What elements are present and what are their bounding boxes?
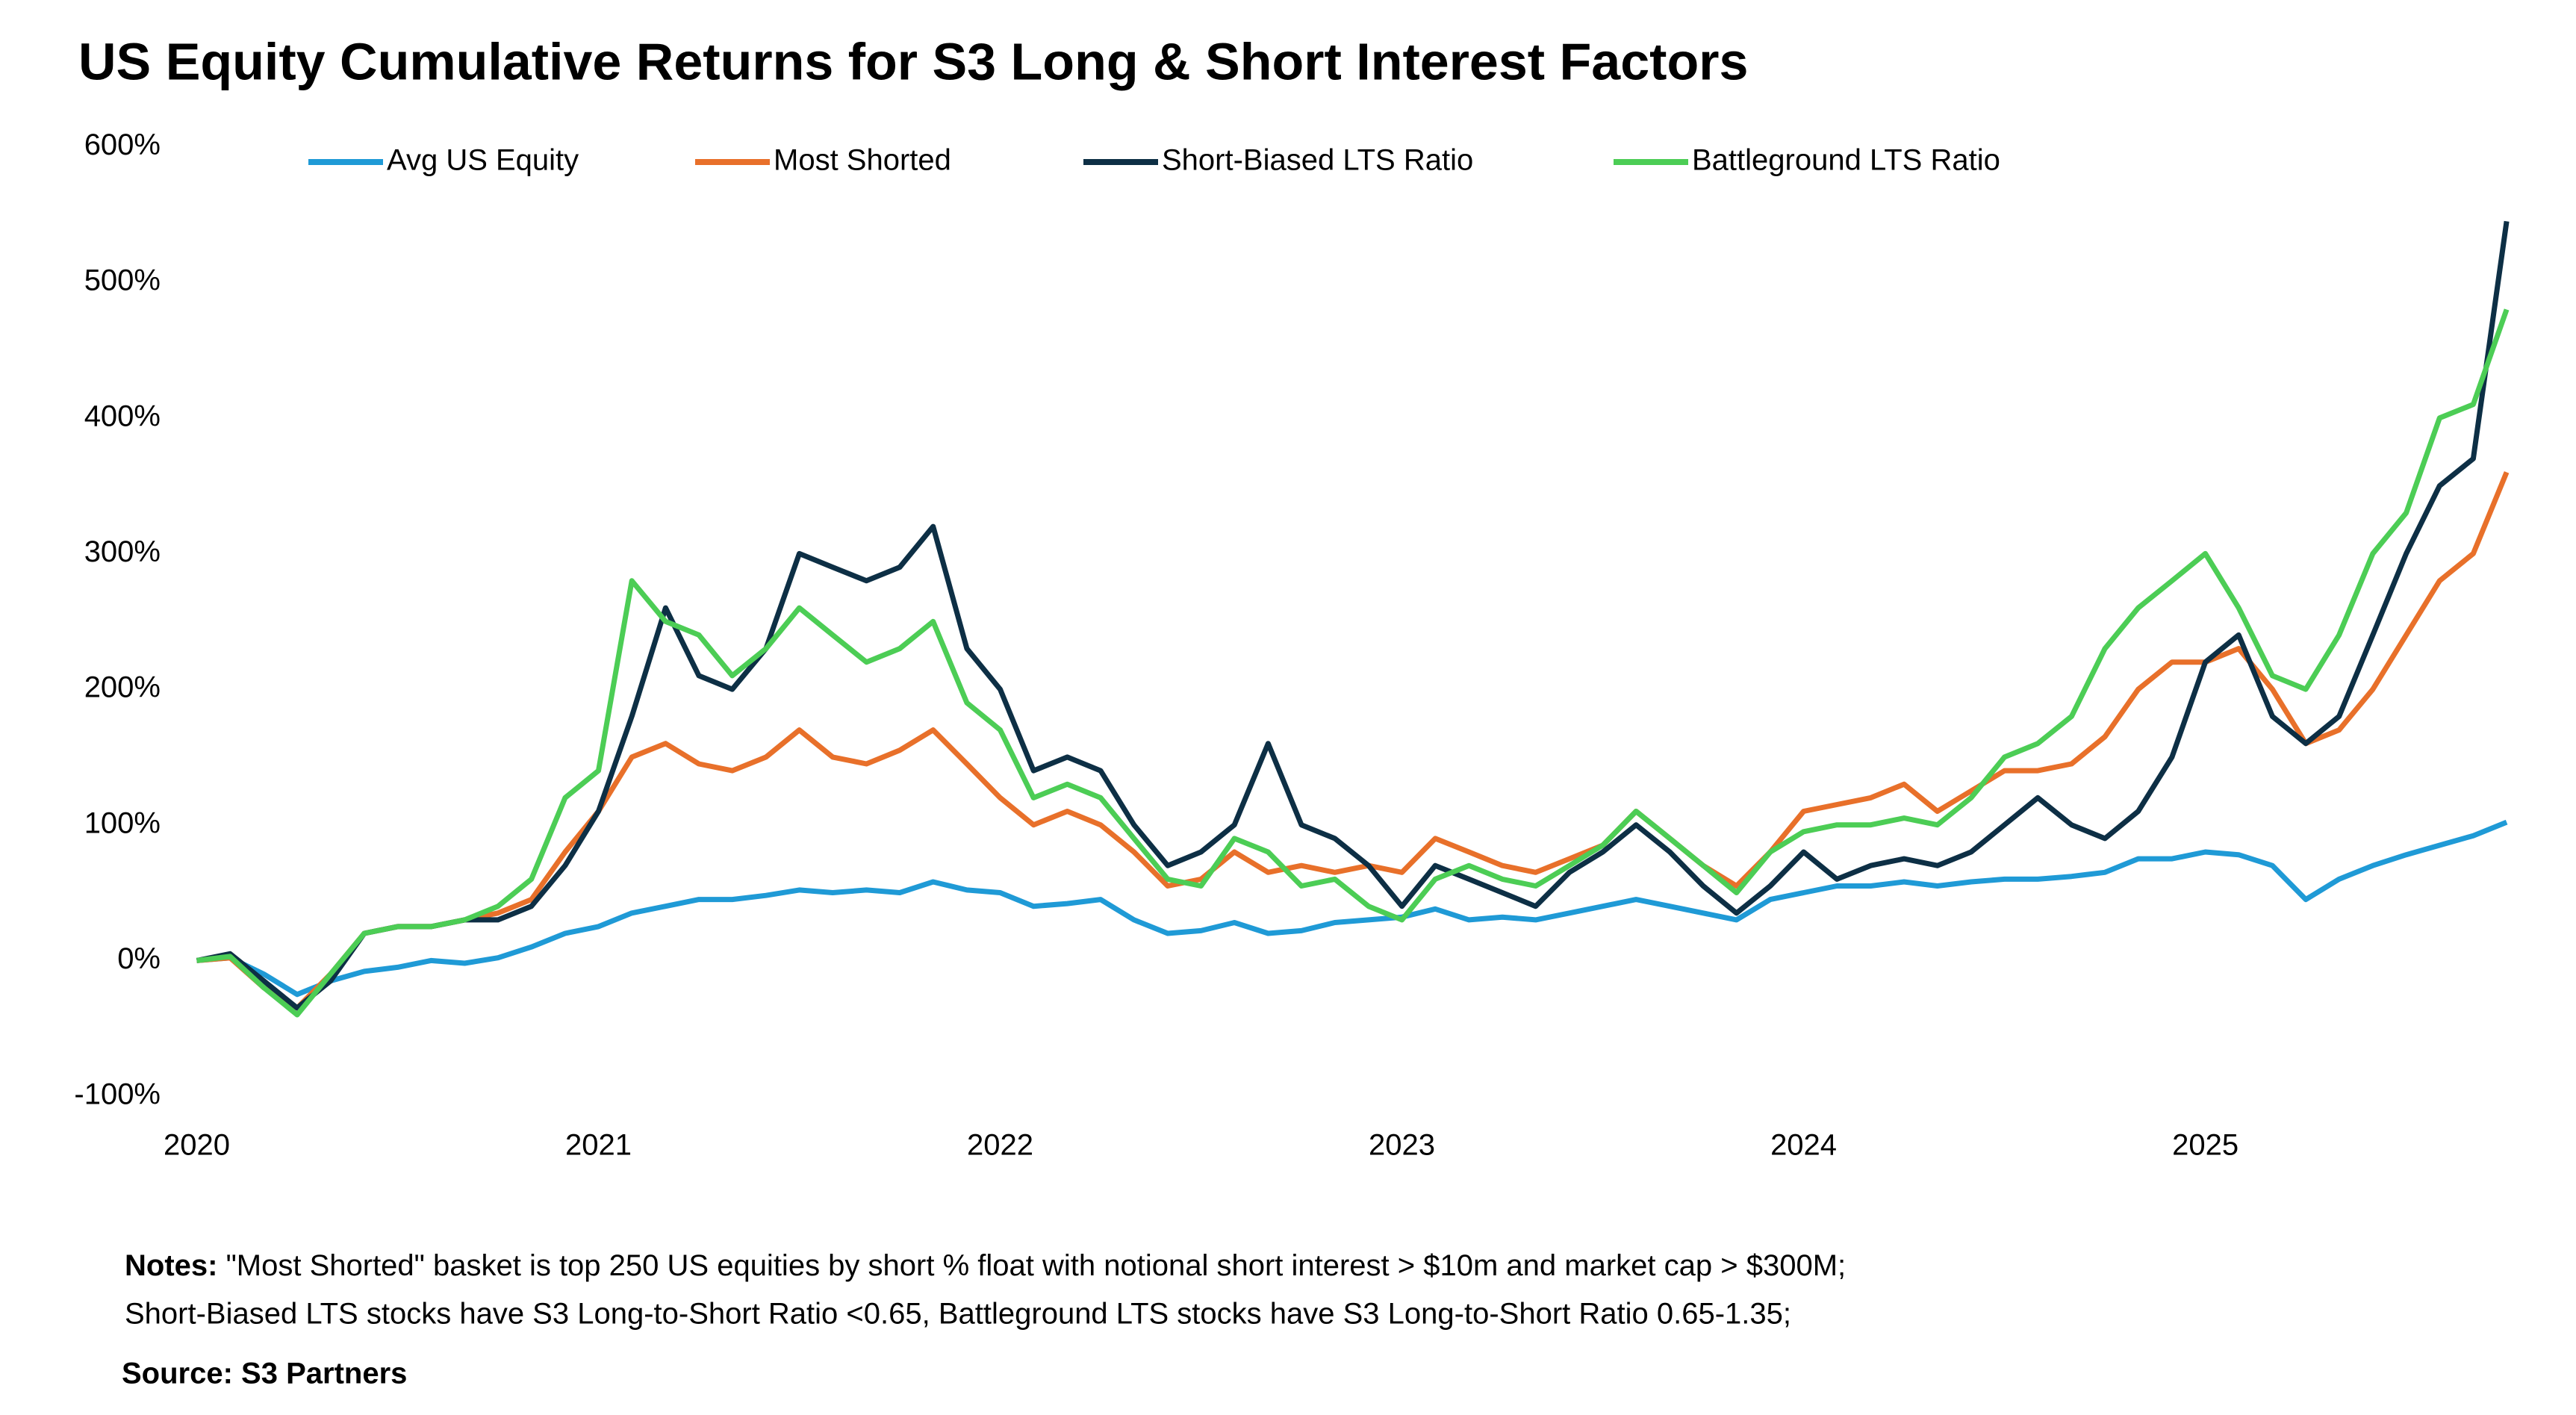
series-line bbox=[196, 819, 2508, 998]
x-tick-label: 2022 bbox=[967, 1129, 1033, 1162]
y-tick-label: -100% bbox=[74, 1078, 161, 1111]
x-tick-label: 2021 bbox=[565, 1129, 632, 1162]
series-line bbox=[196, 220, 2510, 1011]
chart-title: US Equity Cumulative Returns for S3 Long… bbox=[78, 32, 1748, 90]
y-tick-label: 200% bbox=[84, 671, 161, 704]
x-tick-label: 2020 bbox=[164, 1129, 230, 1162]
notes-line: "Most Shorted" basket is top 250 US equi… bbox=[226, 1249, 1847, 1282]
y-tick-label: 400% bbox=[84, 399, 161, 432]
legend-label: Battleground LTS Ratio bbox=[1692, 144, 2000, 177]
notes-label: Notes: bbox=[125, 1249, 217, 1282]
legend-label: Short-Biased LTS Ratio bbox=[1162, 144, 1473, 177]
series-line bbox=[196, 471, 2510, 1011]
source: Source: S3 Partners bbox=[122, 1358, 407, 1390]
y-tick-label: 600% bbox=[84, 128, 161, 161]
y-tick-label: 0% bbox=[117, 942, 161, 975]
y-tick-label: 100% bbox=[84, 806, 161, 839]
y-tick-label: 500% bbox=[84, 264, 161, 297]
legend-label: Most Shorted bbox=[774, 144, 951, 177]
notes: Notes: "Most Shorted" basket is top 250 … bbox=[125, 1249, 1846, 1282]
series-line bbox=[196, 308, 2510, 1018]
x-tick-label: 2023 bbox=[1369, 1129, 1435, 1162]
legend-label: Avg US Equity bbox=[387, 144, 579, 177]
notes-line: Short-Biased LTS stocks have S3 Long-to-… bbox=[125, 1298, 1791, 1331]
y-tick-label: 300% bbox=[84, 535, 161, 568]
x-tick-label: 2024 bbox=[1770, 1129, 1837, 1162]
x-tick-label: 2025 bbox=[2172, 1129, 2239, 1162]
